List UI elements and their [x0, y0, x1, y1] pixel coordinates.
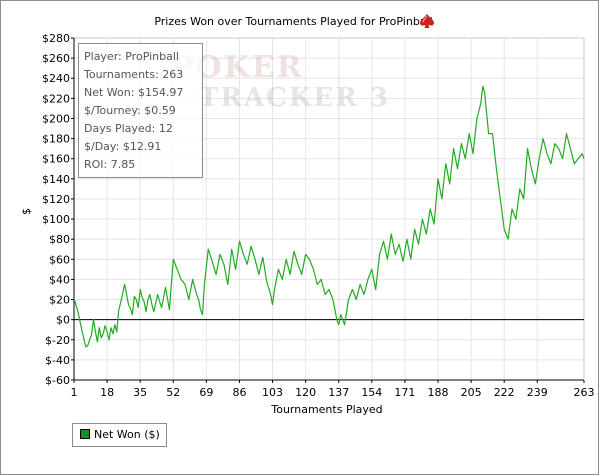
y-tick-label: $100 — [42, 213, 70, 226]
x-tick-label: 188 — [428, 386, 449, 399]
series-layer — [73, 85, 585, 348]
legend-swatch — [80, 429, 90, 439]
y-tick-label: $-20 — [45, 334, 70, 347]
x-axis-title: Tournaments Played — [271, 403, 383, 416]
x-tick-label: 205 — [461, 386, 482, 399]
stat-roi: ROI: 7.85 — [84, 158, 136, 171]
y-tick-label: $60 — [49, 253, 70, 266]
y-tick-label: $80 — [49, 233, 70, 246]
stat-per-day: $/Day: $12.91 — [84, 140, 162, 153]
x-tick-label: 18 — [100, 386, 114, 399]
x-tick-label: 103 — [262, 386, 283, 399]
y-axis-title: $ — [20, 208, 33, 215]
legend-label: Net Won ($) — [94, 428, 160, 441]
y-tick-label: $120 — [42, 193, 70, 206]
stat-per-tourney: $/Tourney: $0.59 — [84, 104, 176, 117]
y-tick-label: $280 — [42, 32, 70, 45]
x-tick-label: 35 — [133, 386, 147, 399]
stats-box: Player: ProPinball Tournaments: 263 Net … — [78, 43, 203, 178]
y-tick-label: $140 — [42, 173, 70, 186]
chart-title: Prizes Won over Tournaments Played for P… — [154, 15, 433, 28]
y-tick-label: $180 — [42, 133, 70, 146]
axes — [71, 37, 585, 383]
tick-labels: $280 $260 $240 $220 $200 $180 $160 $140 $120 $100… — [42, 32, 595, 399]
x-tick-label: 1 — [71, 386, 78, 399]
x-tick-label: 69 — [199, 386, 213, 399]
y-tick-label: $160 — [42, 153, 70, 166]
x-tick-label: 120 — [295, 386, 316, 399]
y-tick-label: $200 — [42, 112, 70, 125]
stat-net-won: Net Won: $154.97 — [84, 86, 184, 99]
y-tick-label: $-60 — [45, 374, 70, 387]
x-tick-label: 86 — [232, 386, 246, 399]
legend: Net Won ($) — [72, 423, 167, 447]
y-tick-label: $220 — [42, 92, 70, 105]
spade-icon — [420, 14, 434, 28]
x-tick-label: 52 — [166, 386, 180, 399]
stat-player: Player: ProPinball — [84, 50, 179, 63]
x-tick-label: 154 — [361, 386, 382, 399]
y-tick-label: $40 — [49, 273, 70, 286]
x-tick-label: 263 — [574, 386, 595, 399]
x-tick-label: 239 — [527, 386, 548, 399]
y-tick-label: $260 — [42, 52, 70, 65]
x-tick-label: 171 — [394, 386, 415, 399]
stat-tournaments: Tournaments: 263 — [84, 68, 184, 81]
stat-days-played: Days Played: 12 — [84, 122, 173, 135]
y-tick-label: $20 — [49, 294, 70, 307]
y-tick-label: $240 — [42, 72, 70, 85]
x-tick-label: 222 — [494, 386, 515, 399]
series-line-net-won — [73, 85, 585, 348]
y-tick-label: $0 — [56, 314, 70, 327]
y-tick-label: $-40 — [45, 354, 70, 367]
x-tick-label: 137 — [328, 386, 349, 399]
